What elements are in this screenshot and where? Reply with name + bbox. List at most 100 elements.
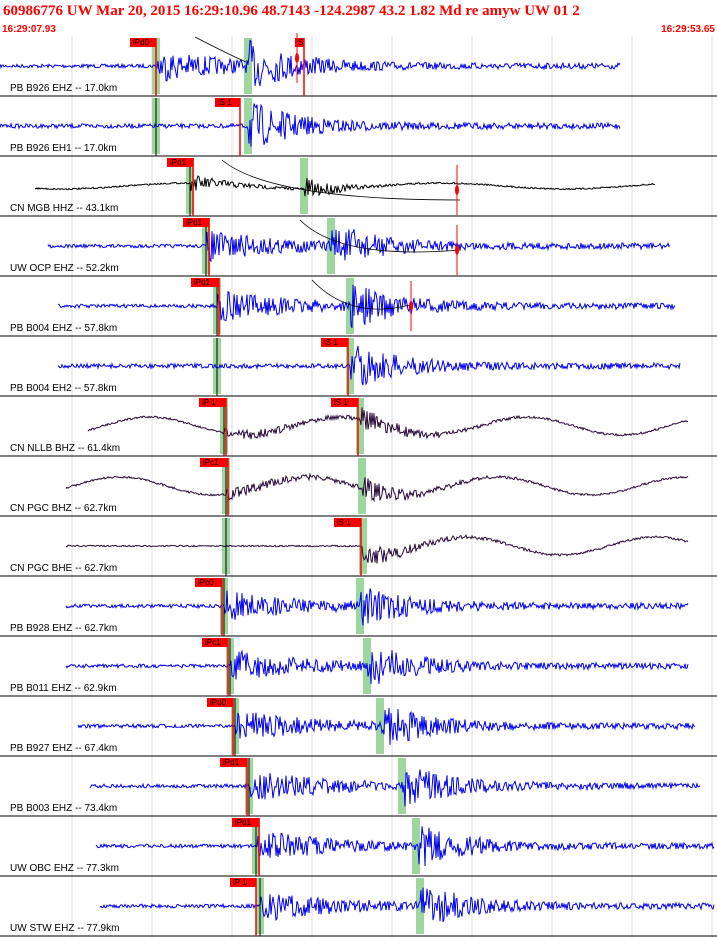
pick-label-box[interactable] bbox=[295, 38, 304, 47]
trace-row[interactable]: iPd1 UW OCP EHZ -- 52.2km bbox=[0, 218, 717, 277]
trace-row[interactable]: iS 1 PB B004 EH2 -- 57.8km bbox=[0, 338, 717, 397]
trace-row[interactable]: iPc0 PB B928 EHZ -- 62.7km bbox=[0, 578, 717, 637]
trace-row[interactable]: iS 1 CN PGC BHE -- 62.7km bbox=[0, 518, 717, 577]
pick-label: iPd1 bbox=[223, 758, 240, 767]
station-label: UW STW EHZ -- 77.9km bbox=[10, 923, 119, 934]
pick-label: iPc1 bbox=[203, 458, 219, 467]
station-label: CN NLLB BHZ -- 61.4km bbox=[10, 443, 120, 454]
pick-label-box[interactable] bbox=[200, 458, 228, 467]
trace-row[interactable]: iS 1 PB B926 EH1 -- 17.0km bbox=[0, 98, 717, 157]
pick-label-box[interactable] bbox=[215, 98, 240, 107]
phase-marker bbox=[416, 878, 424, 934]
trace-row[interactable]: iPd1 UW OBC EHZ -- 77.3km bbox=[0, 818, 717, 877]
pick-label-box[interactable] bbox=[195, 578, 222, 587]
phase-marker bbox=[376, 698, 384, 754]
pick-label-box[interactable] bbox=[199, 398, 226, 407]
waveform-trace bbox=[99, 887, 715, 922]
pick-label: iPd1 bbox=[186, 218, 203, 227]
trace-row[interactable]: iP 1 UW STW EHZ -- 77.9km bbox=[0, 878, 717, 937]
pick-label-box[interactable] bbox=[232, 818, 259, 827]
phase-marker bbox=[244, 98, 252, 154]
station-label: PB B011 EHZ -- 62.9km bbox=[10, 683, 117, 694]
pick-label-box[interactable] bbox=[191, 278, 219, 287]
pick-label-box[interactable] bbox=[331, 398, 358, 407]
phase-marker bbox=[356, 578, 364, 634]
travel-time-curve bbox=[194, 36, 247, 63]
event-title: 60986776 UW Mar 20, 2015 16:29:10.96 48.… bbox=[3, 3, 580, 19]
waveform-trace bbox=[47, 229, 671, 263]
trace-row[interactable]: iPd1 CN MGB HHZ -- 43.1km bbox=[0, 158, 717, 217]
trace-row[interactable]: iPd0 S PB B926 EHZ -- 17.0km bbox=[0, 38, 717, 97]
pick-label: iP 1 bbox=[233, 878, 247, 887]
pick-label: iPd1 bbox=[194, 278, 211, 287]
coda-marker-dot bbox=[455, 185, 459, 195]
trace-row[interactable]: iPd1 PB B003 EHZ -- 73.4km bbox=[0, 758, 717, 817]
pick-label-box[interactable] bbox=[130, 38, 156, 47]
pick-label: iS 1 bbox=[324, 338, 338, 347]
coda-marker-dot bbox=[455, 245, 459, 255]
waveform-trace bbox=[57, 284, 676, 329]
pick-label: iPc0 bbox=[198, 578, 214, 587]
waveform-trace bbox=[87, 407, 689, 440]
pick-label-box[interactable] bbox=[167, 158, 193, 167]
end-time-label: 16:29:53.65 bbox=[661, 24, 715, 35]
pick-label: iPd0 bbox=[133, 38, 150, 47]
waveform-trace bbox=[65, 649, 689, 685]
station-label: PB B003 EHZ -- 73.4km bbox=[10, 803, 117, 814]
waveform-trace bbox=[0, 103, 621, 147]
pick-label: iPc1 bbox=[205, 638, 221, 647]
pick-label: iPd1 bbox=[170, 158, 187, 167]
pick-label: iPd1 bbox=[235, 818, 252, 827]
station-label: PB B927 EHZ -- 67.4km bbox=[10, 743, 117, 754]
coda-marker-dot bbox=[409, 301, 413, 311]
trace-row[interactable]: iP 1 iS 1 CN NLLB BHZ -- 61.4km bbox=[0, 398, 717, 457]
pick-label-box[interactable] bbox=[220, 758, 247, 767]
pick-label-box[interactable] bbox=[321, 338, 348, 347]
travel-time-curve bbox=[311, 279, 411, 310]
trace-row[interactable]: iPc1 CN PGC BHZ -- 62.7km bbox=[0, 458, 717, 517]
phase-marker bbox=[359, 518, 367, 574]
station-label: UW OCP EHZ -- 52.2km bbox=[10, 263, 119, 274]
waveform-trace bbox=[0, 39, 621, 87]
coda-marker-dot bbox=[295, 53, 299, 63]
waveform-trace bbox=[65, 533, 689, 564]
station-label: CN PGC BHE -- 62.7km bbox=[10, 563, 117, 574]
station-label: PB B926 EH1 -- 17.0km bbox=[10, 143, 117, 154]
station-label: PB B928 EHZ -- 62.7km bbox=[10, 623, 117, 634]
pick-label: iS 1 bbox=[218, 98, 232, 107]
pick-label-box[interactable] bbox=[207, 698, 233, 707]
pick-label-box[interactable] bbox=[183, 218, 209, 227]
travel-time-curve bbox=[299, 219, 461, 253]
waveform-trace bbox=[89, 769, 701, 807]
station-label: UW OBC EHZ -- 77.3km bbox=[10, 863, 119, 874]
waveform-trace bbox=[65, 588, 689, 626]
station-label: CN MGB HHZ -- 43.1km bbox=[10, 203, 118, 214]
station-label: CN PGC BHZ -- 62.7km bbox=[10, 503, 117, 514]
pick-label-box[interactable] bbox=[334, 518, 361, 527]
pick-label-box[interactable] bbox=[230, 878, 256, 887]
pick-label: S bbox=[298, 38, 303, 47]
trace-row[interactable]: iPc1 PB B011 EHZ -- 62.9km bbox=[0, 638, 717, 697]
trace-row[interactable]: iPd0 PB B927 EHZ -- 67.4km bbox=[0, 698, 717, 757]
waveform-trace bbox=[95, 826, 715, 867]
phase-marker bbox=[356, 398, 364, 454]
waveform-trace bbox=[57, 345, 681, 386]
phase-marker bbox=[244, 38, 252, 94]
start-time-label: 16:29:07.93 bbox=[2, 24, 56, 35]
station-label: PB B004 EH2 -- 57.8km bbox=[10, 383, 117, 394]
pick-label: iS 1 bbox=[334, 398, 348, 407]
station-label: PB B004 EHZ -- 57.8km bbox=[10, 323, 117, 334]
pick-label-box[interactable] bbox=[202, 638, 228, 647]
pick-label: iS 1 bbox=[337, 518, 351, 527]
phase-marker bbox=[358, 458, 366, 514]
waveform-trace bbox=[65, 472, 689, 503]
travel-time-curve bbox=[221, 159, 461, 201]
station-label: PB B926 EHZ -- 17.0km bbox=[10, 83, 117, 94]
waveform-trace bbox=[77, 708, 696, 745]
trace-row[interactable]: iPd1 PB B004 EHZ -- 57.8km bbox=[0, 278, 717, 337]
pick-label: iP 1 bbox=[202, 398, 216, 407]
phase-marker bbox=[300, 158, 308, 214]
waveform-trace bbox=[34, 175, 655, 197]
pick-label: iPd0 bbox=[210, 698, 227, 707]
